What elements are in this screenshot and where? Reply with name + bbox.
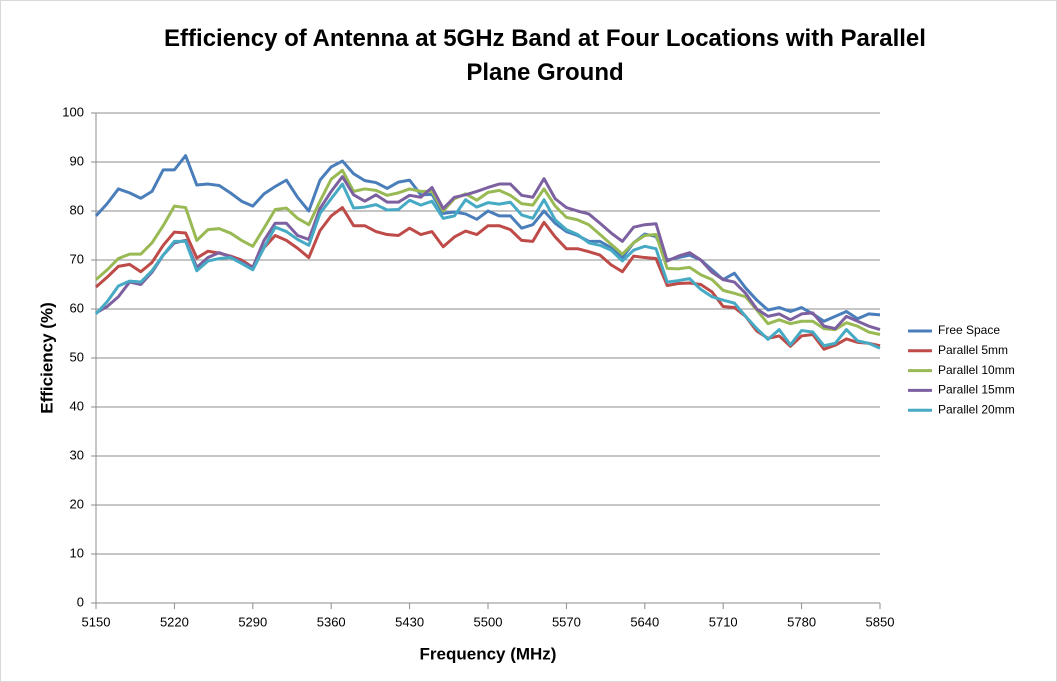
x-tick-label: 5360	[317, 614, 346, 629]
y-tick-label: 50	[70, 349, 84, 364]
x-tick-label: 5290	[238, 614, 267, 629]
chart-title: Efficiency of Antenna at 5GHz Band at Fo…	[164, 25, 926, 86]
y-tick-label: 30	[70, 447, 84, 462]
legend-label: Free Space	[938, 323, 1000, 337]
legend-label: Parallel 5mm	[938, 343, 1008, 357]
legend-label: Parallel 20mm	[938, 402, 1015, 416]
x-tick-label: 5150	[82, 614, 111, 629]
y-tick-label: 90	[70, 153, 84, 168]
y-tick-label: 20	[70, 496, 84, 511]
x-tick-label: 5850	[866, 614, 895, 629]
y-tick-label: 100	[62, 104, 84, 119]
y-axis-label: Efficiency (%)	[37, 302, 56, 413]
series-line	[94, 182, 881, 350]
y-tick-label: 40	[70, 398, 84, 413]
y-tick-label: 0	[77, 594, 84, 609]
y-tick-label: 70	[70, 251, 84, 266]
legend-label: Parallel 10mm	[938, 363, 1015, 377]
x-tick-label: 5570	[552, 614, 581, 629]
x-tick-label: 5780	[787, 614, 816, 629]
series-line	[95, 168, 881, 336]
x-tick-label: 5710	[709, 614, 738, 629]
x-tick-label: 5500	[474, 614, 503, 629]
y-tick-label: 10	[70, 545, 84, 560]
x-axis-label: Frequency (MHz)	[420, 644, 557, 663]
y-tick-label: 80	[70, 202, 84, 217]
x-tick-label: 5640	[630, 614, 659, 629]
x-tick-label: 5220	[160, 614, 189, 629]
series-line	[95, 175, 881, 332]
legend-label: Parallel 15mm	[938, 383, 1015, 397]
series-line	[94, 154, 881, 323]
y-tick-label: 60	[70, 300, 84, 315]
x-tick-label: 5430	[395, 614, 424, 629]
